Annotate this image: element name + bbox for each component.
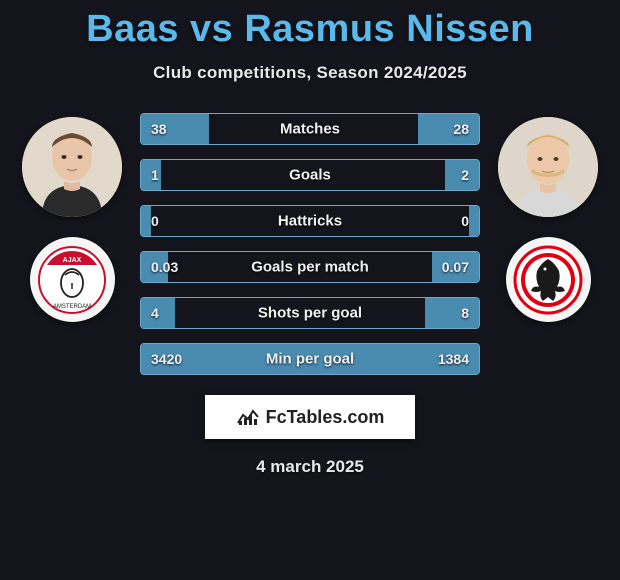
page-title: Baas vs Rasmus Nissen <box>0 8 620 51</box>
stats-column: Matches 38 28 Goals 1 2 Hattricks 0 0 Goals per m… <box>140 113 480 375</box>
ajax-crest-icon: AJAX AMSTERDAM <box>37 245 107 315</box>
person-icon <box>498 117 598 217</box>
stat-value-left: 1 <box>151 167 159 183</box>
brand-text: FcTables.com <box>266 407 385 428</box>
left-club-badge: AJAX AMSTERDAM <box>30 237 115 322</box>
date-label: 4 march 2025 <box>0 457 620 477</box>
stat-value-left: 4 <box>151 305 159 321</box>
stat-value-left: 38 <box>151 121 167 137</box>
stat-value-left: 0.03 <box>151 259 178 275</box>
stat-value-left: 3420 <box>151 351 182 367</box>
stat-row: Goals 1 2 <box>140 159 480 191</box>
right-player-avatar <box>498 117 598 217</box>
stat-bar-right <box>425 298 479 328</box>
left-player-avatar <box>22 117 122 217</box>
right-player-column <box>498 113 598 322</box>
stat-value-right: 2 <box>461 167 469 183</box>
person-icon <box>22 117 122 217</box>
stat-label: Shots per goal <box>258 305 362 322</box>
stat-label: Hattricks <box>278 213 342 230</box>
stat-value-right: 0.07 <box>442 259 469 275</box>
stat-row: Min per goal 3420 1384 <box>140 343 480 375</box>
stat-value-right: 1384 <box>438 351 469 367</box>
stat-label: Goals per match <box>251 259 369 276</box>
eintracht-crest-icon <box>513 245 583 315</box>
stat-value-right: 0 <box>461 213 469 229</box>
stat-value-right: 8 <box>461 305 469 321</box>
stat-value-right: 28 <box>453 121 469 137</box>
right-club-badge <box>506 237 591 322</box>
svg-text:AMSTERDAM: AMSTERDAM <box>53 304 91 310</box>
brand-badge: FcTables.com <box>205 395 415 439</box>
stat-row: Goals per match 0.03 0.07 <box>140 251 480 283</box>
stat-label: Matches <box>280 121 340 138</box>
stat-bar-right <box>418 114 479 144</box>
stat-label: Goals <box>289 167 331 184</box>
stat-row: Matches 38 28 <box>140 113 480 145</box>
chart-icon <box>236 407 260 427</box>
stat-bar-right <box>469 206 479 236</box>
comparison-card: Baas vs Rasmus Nissen Club competitions,… <box>0 0 620 477</box>
stat-bar-left <box>141 206 151 236</box>
subtitle: Club competitions, Season 2024/2025 <box>0 63 620 83</box>
stat-row: Hattricks 0 0 <box>140 205 480 237</box>
stat-row: Shots per goal 4 8 <box>140 297 480 329</box>
stat-label: Min per goal <box>266 351 354 368</box>
main-row: AJAX AMSTERDAM Matches 38 28 Goals 1 2 Hattric… <box>0 113 620 375</box>
stat-value-left: 0 <box>151 213 159 229</box>
left-player-column: AJAX AMSTERDAM <box>22 113 122 322</box>
svg-text:AJAX: AJAX <box>63 257 82 264</box>
